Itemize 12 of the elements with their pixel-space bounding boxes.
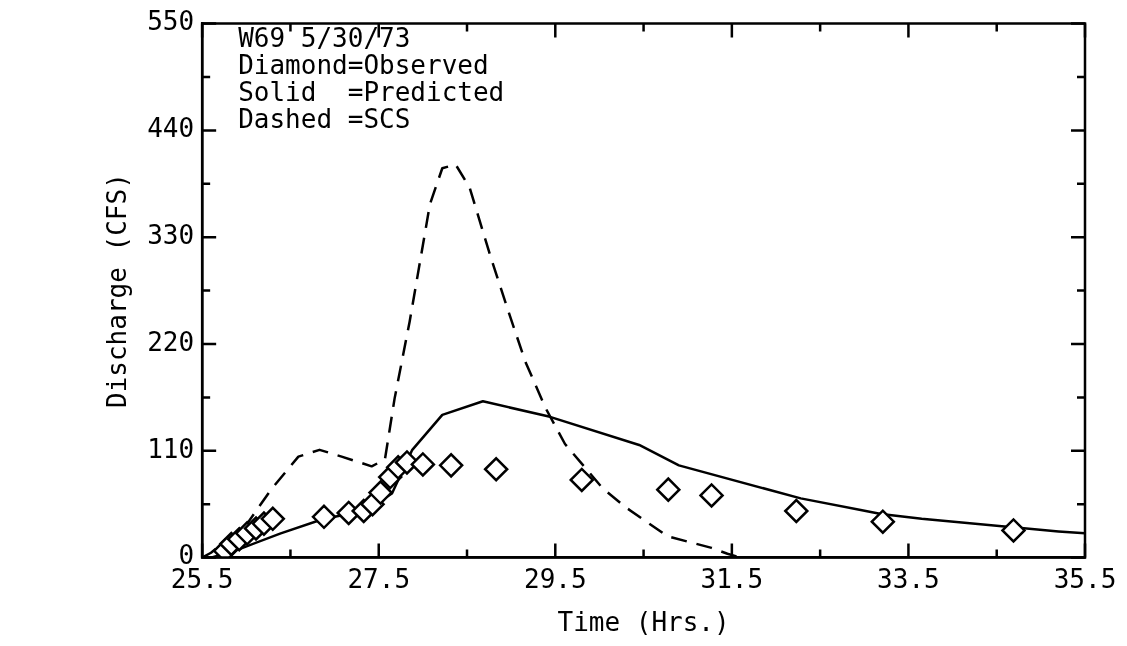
x-tick-label: 27.5 bbox=[347, 563, 411, 594]
y-axis-title: Discharge (CFS) bbox=[102, 173, 133, 409]
x-axis-title: Time (Hrs.) bbox=[557, 607, 730, 638]
y-tick-label: 550 bbox=[147, 6, 195, 37]
x-tick-label: 33.5 bbox=[877, 563, 940, 594]
y-tick-label: 220 bbox=[147, 326, 195, 357]
y-tick-label: 330 bbox=[147, 219, 195, 250]
y-tick-label: 440 bbox=[147, 113, 195, 144]
x-tick-label: 35.5 bbox=[1053, 563, 1117, 594]
y-tick-label: 110 bbox=[147, 433, 195, 464]
x-tick-label: 31.5 bbox=[700, 563, 764, 594]
x-tick-label: 29.5 bbox=[523, 563, 587, 594]
